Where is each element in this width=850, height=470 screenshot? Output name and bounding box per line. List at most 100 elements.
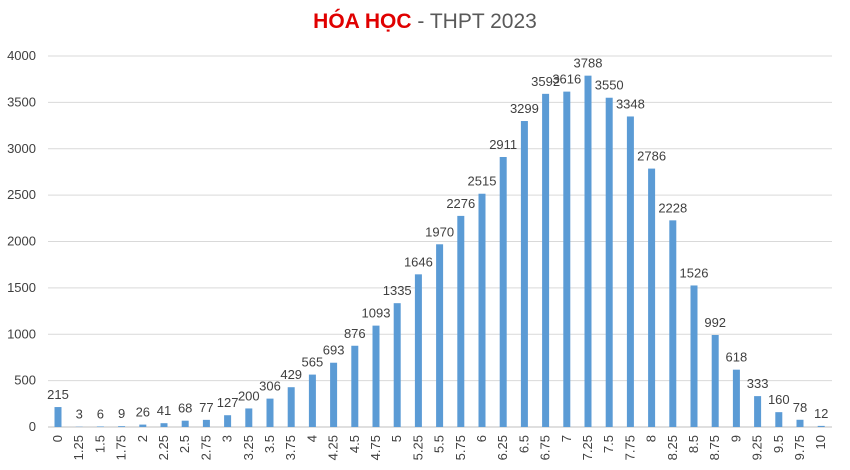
x-tick-label: 10 bbox=[813, 435, 828, 449]
data-label: 3 bbox=[76, 407, 83, 422]
data-label: 200 bbox=[238, 388, 260, 403]
bar bbox=[139, 424, 147, 427]
bar bbox=[330, 362, 338, 427]
bar bbox=[542, 93, 550, 427]
data-label: 3592 bbox=[531, 74, 560, 89]
data-label: 68 bbox=[178, 401, 192, 416]
x-tick-label: 6.5 bbox=[516, 435, 531, 453]
y-tick-label: 4000 bbox=[7, 48, 36, 63]
data-label: 78 bbox=[793, 400, 807, 415]
x-tick-label: 9.25 bbox=[750, 435, 765, 460]
bar bbox=[796, 419, 804, 427]
data-label: 1970 bbox=[425, 224, 454, 239]
y-tick-label: 3500 bbox=[7, 94, 36, 109]
bar bbox=[308, 374, 316, 427]
bar bbox=[711, 334, 719, 427]
chart-title: HÓA HỌC - THPT 2023 bbox=[0, 10, 850, 34]
bar bbox=[245, 408, 253, 427]
data-label: 1646 bbox=[404, 254, 433, 269]
y-tick-label: 1500 bbox=[7, 280, 36, 295]
chart-title-subject: HÓA HỌC bbox=[313, 10, 412, 33]
bar bbox=[181, 420, 189, 427]
bar bbox=[414, 274, 422, 427]
bar bbox=[690, 285, 698, 427]
bar bbox=[817, 425, 825, 427]
x-tick-label: 3.75 bbox=[283, 435, 298, 460]
x-tick-label: 1.25 bbox=[71, 435, 86, 460]
x-tick-label: 0 bbox=[50, 435, 65, 442]
bar bbox=[457, 215, 465, 427]
bar bbox=[605, 97, 613, 428]
x-tick-label: 5.5 bbox=[432, 435, 447, 453]
data-label: 6 bbox=[97, 406, 104, 421]
x-tick-label: 6 bbox=[474, 435, 489, 442]
data-label: 41 bbox=[157, 403, 171, 418]
data-label: 1093 bbox=[362, 306, 391, 321]
x-tick-label: 6.75 bbox=[538, 435, 553, 460]
x-tick-label: 4.75 bbox=[368, 435, 383, 460]
bar bbox=[372, 325, 380, 427]
data-label: 333 bbox=[747, 376, 769, 391]
x-tick-label: 5.25 bbox=[410, 435, 425, 460]
data-label: 876 bbox=[344, 326, 366, 341]
x-tick-label: 8 bbox=[644, 435, 659, 442]
x-tick-label: 3.25 bbox=[241, 435, 256, 460]
x-tick-label: 3.5 bbox=[262, 435, 277, 453]
data-label: 3299 bbox=[510, 101, 539, 116]
x-tick-label: 8.75 bbox=[707, 435, 722, 460]
data-label: 2786 bbox=[637, 149, 666, 164]
x-tick-label: 4.5 bbox=[347, 435, 362, 453]
x-tick-label: 9.75 bbox=[792, 435, 807, 460]
x-tick-label: 2.25 bbox=[156, 435, 171, 460]
data-label: 306 bbox=[259, 379, 281, 394]
data-label: 2911 bbox=[489, 137, 517, 152]
bar bbox=[520, 121, 528, 427]
bar bbox=[436, 244, 444, 427]
bar bbox=[96, 426, 104, 427]
bar bbox=[563, 91, 571, 427]
bar bbox=[202, 419, 210, 427]
x-tick-label: 2.5 bbox=[177, 435, 192, 453]
bar bbox=[478, 193, 486, 427]
data-label: 127 bbox=[217, 395, 239, 410]
data-label: 26 bbox=[136, 405, 150, 420]
y-tick-label: 1000 bbox=[7, 326, 36, 341]
x-tick-label: 5 bbox=[389, 435, 404, 442]
y-tick-label: 2500 bbox=[7, 187, 36, 202]
bar bbox=[626, 116, 634, 428]
y-tick-label: 2000 bbox=[7, 234, 36, 249]
x-tick-label: 7 bbox=[559, 435, 574, 442]
y-tick-label: 500 bbox=[14, 373, 36, 388]
x-tick-label: 6.25 bbox=[495, 435, 510, 460]
data-label: 160 bbox=[768, 392, 790, 407]
data-label: 215 bbox=[47, 387, 69, 402]
x-tick-label: 1.75 bbox=[114, 435, 129, 460]
data-label: 618 bbox=[726, 350, 748, 365]
x-tick-label: 2 bbox=[135, 435, 150, 442]
x-tick-label: 7.75 bbox=[622, 435, 637, 460]
x-tick-label: 8.5 bbox=[686, 435, 701, 453]
data-label: 429 bbox=[280, 367, 302, 382]
data-label: 2276 bbox=[446, 196, 475, 211]
data-label: 1526 bbox=[680, 265, 709, 280]
y-tick-label: 3000 bbox=[7, 141, 36, 156]
bar bbox=[732, 369, 740, 427]
bar bbox=[224, 415, 232, 427]
data-label: 1335 bbox=[383, 283, 412, 298]
y-tick-label: 0 bbox=[29, 419, 36, 434]
data-label: 2228 bbox=[658, 200, 687, 215]
x-tick-label: 7.25 bbox=[580, 435, 595, 460]
bar bbox=[54, 407, 62, 427]
x-tick-label: 8.25 bbox=[665, 435, 680, 460]
data-label: 3788 bbox=[574, 56, 603, 71]
bar bbox=[393, 303, 401, 427]
data-label: 693 bbox=[323, 343, 345, 358]
data-label: 565 bbox=[302, 355, 324, 370]
bar bbox=[648, 168, 656, 427]
x-tick-label: 4.25 bbox=[326, 435, 341, 460]
x-tick-label: 3 bbox=[220, 435, 235, 442]
data-label: 3348 bbox=[616, 96, 645, 111]
data-label: 12 bbox=[814, 406, 828, 421]
